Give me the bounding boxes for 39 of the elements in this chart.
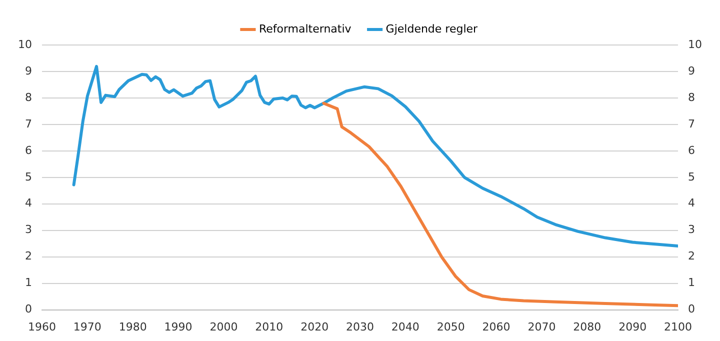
x-tick-label: 2080 [573,320,602,334]
y2-tick-label: 0 [688,302,696,316]
y2-tick-label: 6 [688,144,696,157]
y2-tick-label: 7 [688,117,696,130]
y-tick-label: 7 [24,117,32,130]
y2-tick-label: 9 [688,64,696,78]
x-tick-label: 2010 [255,320,284,334]
x-tick-label: 1970 [73,320,102,334]
x-tick-label: 1980 [118,320,147,334]
y2-tick-label: 5 [688,170,696,184]
y-tick-label: 3 [24,223,32,236]
y-tick-label: 4 [24,196,32,210]
x-tick-label: 2000 [210,320,238,334]
y-tick-label: 6 [24,144,32,157]
y-tick-label: 8 [24,90,32,104]
x-tick-label: 2090 [618,320,647,334]
x-tick-label: 1990 [164,320,192,334]
x-tick-label: 1960 [28,320,56,334]
y2-tick-label: 10 [688,38,702,51]
y2-tick-label: 8 [688,90,696,104]
y2-tick-label: 2 [688,250,696,263]
x-tick-label: 2070 [528,320,556,334]
x-tick-label: 2040 [391,320,420,334]
x-tick-label: 2060 [482,320,510,334]
y-tick-label: 10 [18,38,32,51]
y-tick-label: 9 [24,64,32,78]
y2-tick-label: 3 [688,223,696,236]
y2-tick-label: 4 [688,196,696,210]
x-tick-label: 2050 [436,320,465,334]
x-tick-label: 2100 [664,320,692,334]
legend-label: Gjeldende regler [386,22,478,36]
legend-label: Reformalternativ [258,22,352,36]
x-tick-label: 2030 [346,320,374,334]
y-tick-label: 0 [24,302,32,316]
y2-tick-label: 1 [688,276,696,290]
x-tick-label: 2020 [300,320,329,334]
y-tick-label: 1 [24,276,32,290]
y-tick-label: 5 [24,170,32,184]
y-tick-label: 2 [24,250,32,263]
